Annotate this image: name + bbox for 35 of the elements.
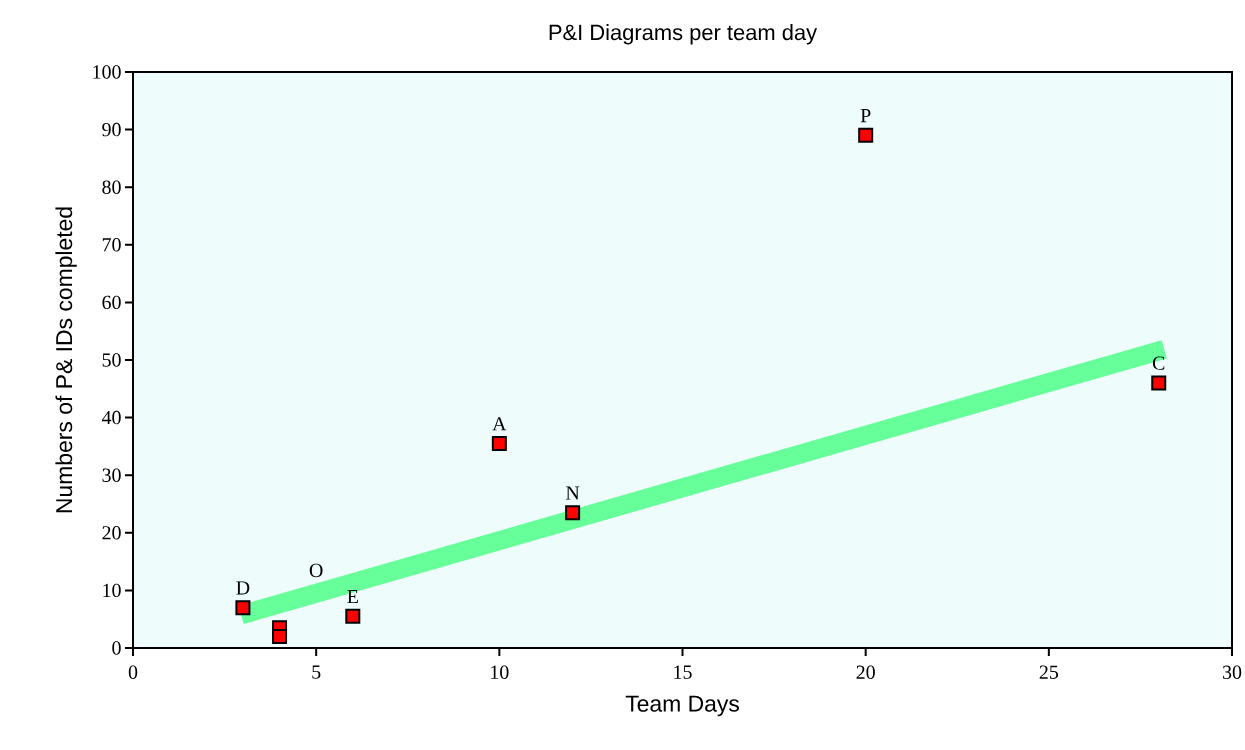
y-tick-label: 80 xyxy=(102,180,121,194)
point xyxy=(491,436,507,451)
x-tick-label: 20 xyxy=(856,665,875,679)
point xyxy=(345,608,361,624)
annotation: A xyxy=(492,417,507,431)
point xyxy=(272,628,288,644)
annotation: C xyxy=(1152,356,1165,370)
point xyxy=(565,505,581,521)
y-tick-label: 100 xyxy=(93,65,121,79)
y-tick-label: 70 xyxy=(102,238,121,252)
x-tick-label: 25 xyxy=(1039,665,1059,679)
annotation: E xyxy=(347,590,358,604)
annotation: D xyxy=(236,581,250,595)
point xyxy=(1151,375,1167,391)
y-tick-label: 10 xyxy=(103,583,121,598)
chart-title: P&I Diagrams per team day xyxy=(549,24,818,45)
y-tick-label: 30 xyxy=(102,468,121,482)
x-tick-label: 0 xyxy=(128,665,138,679)
y-tick-label: 0 xyxy=(112,641,121,655)
y-axis-title: Numbers of P& IDs completed xyxy=(55,207,77,513)
x-tick-label: 5 xyxy=(312,665,321,679)
point xyxy=(858,127,874,143)
x-tick-label: 30 xyxy=(1223,665,1242,679)
x-tick-label: 15 xyxy=(674,665,692,679)
annotation: P xyxy=(860,109,871,123)
annotation: N xyxy=(565,486,580,500)
y-tick-label: 50 xyxy=(102,353,121,367)
y-tick-label: 20 xyxy=(102,526,121,540)
x-axis-title: Team Days xyxy=(625,695,739,717)
point xyxy=(235,600,251,616)
y-tick-label: 60 xyxy=(102,295,121,310)
x-tick-label: 10 xyxy=(491,665,509,679)
annotation: O xyxy=(309,563,323,578)
y-tick-label: 90 xyxy=(102,122,121,137)
y-tick-label: 40 xyxy=(101,410,121,425)
